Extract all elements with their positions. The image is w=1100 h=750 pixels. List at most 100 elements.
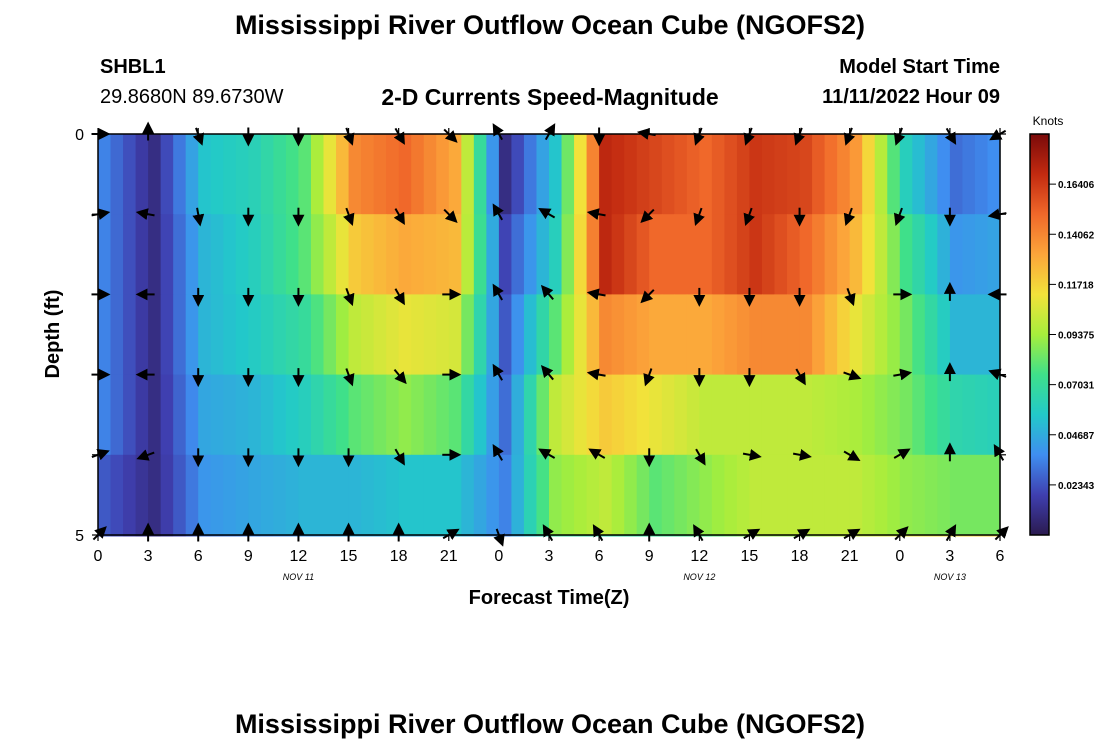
heatmap-cell [223, 374, 237, 456]
heatmap-cell [561, 134, 575, 215]
heatmap-cell [423, 134, 437, 215]
heatmap-cell [398, 214, 412, 295]
heatmap-cell [761, 134, 776, 215]
heatmap-cell [912, 374, 926, 456]
heatmap-cell [874, 214, 888, 295]
heatmap-cell [899, 134, 913, 215]
heatmap-cell [148, 214, 162, 295]
heatmap-cell [636, 374, 650, 456]
heatmap-cell [210, 134, 224, 215]
heatmap-cell [173, 134, 187, 215]
heatmap-cell [611, 374, 625, 456]
heatmap-cell [248, 134, 262, 215]
heatmap-cell [837, 214, 851, 295]
heatmap-cell [173, 214, 187, 295]
heatmap-cell [198, 294, 212, 376]
heatmap-cell [661, 134, 675, 215]
heatmap-cell [761, 374, 776, 456]
heatmap-cell [599, 134, 613, 215]
heatmap-cell [674, 294, 688, 376]
heatmap-cell [398, 374, 412, 456]
heatmap-cell [862, 374, 876, 456]
heatmap-cell [686, 294, 700, 376]
heatmap-cell [574, 294, 588, 376]
current-vector [643, 368, 655, 387]
current-vector [586, 368, 606, 381]
heatmap-cell [173, 294, 187, 376]
heatmap-cell [160, 214, 174, 295]
heatmap-cell [787, 374, 801, 456]
heatmap-cell [837, 294, 851, 376]
heatmap-cell [486, 374, 500, 456]
heatmap-cell [248, 214, 262, 295]
heatmap-cell [699, 454, 713, 536]
x-tick-label: 18 [390, 548, 408, 565]
heatmap-cell [248, 454, 262, 536]
current-vector [640, 289, 655, 304]
heatmap-cell [937, 294, 951, 376]
heatmap-cell [599, 214, 613, 295]
heatmap-cell [636, 134, 650, 215]
heatmap-cell [486, 214, 500, 295]
current-vector [540, 284, 554, 301]
current-vector [393, 208, 405, 226]
heatmap-cell [611, 294, 625, 376]
heatmap-cell [974, 134, 989, 215]
heatmap-cell [749, 454, 763, 536]
axes: 0 3 6 9 12 15 18 21 0 3 6 9 12 15 18 21 0 3 6 NOV 11 NOV 12 N… [75, 127, 1006, 582]
heatmap-cell [937, 214, 951, 295]
heatmap-cell [336, 454, 350, 536]
heatmap-cell [974, 294, 989, 376]
heatmap-cell [724, 374, 738, 456]
heatmap-cell [924, 374, 938, 456]
heatmap-cell [511, 374, 525, 456]
heatmap-cell [210, 294, 224, 376]
heatmap-cell [586, 454, 600, 536]
heatmap-cell [611, 134, 625, 215]
heatmap-cell [235, 374, 249, 456]
heatmap-cell [912, 454, 926, 536]
colorbar-tick-label: 0.16406 [1058, 180, 1095, 191]
heatmap-cell [962, 374, 976, 456]
heatmap-cell [661, 454, 675, 536]
heatmap-cell [974, 214, 989, 295]
heatmap-cell [511, 134, 525, 215]
heatmap-cell [235, 454, 249, 536]
heatmap-cell [148, 134, 162, 215]
heatmap-cell [912, 134, 926, 215]
current-vector [343, 368, 355, 387]
heatmap-cell [824, 294, 838, 376]
heatmap-cell [974, 454, 989, 536]
heatmap-cell [361, 374, 375, 456]
heatmap-cell [210, 214, 224, 295]
current-vector [893, 207, 906, 226]
heatmap-cell [235, 294, 249, 376]
heatmap-cell [586, 214, 600, 295]
heatmap-cell [724, 134, 738, 215]
heatmap-cell [160, 294, 174, 376]
heatmap-cell [260, 294, 274, 376]
heatmap-cell [937, 374, 951, 456]
heatmap-cell [699, 134, 713, 215]
heatmap-cell [185, 374, 199, 456]
heatmap-cell [398, 294, 412, 376]
heatmap-cell [98, 454, 112, 536]
heatmap-cell [761, 214, 776, 295]
heatmap-cell [536, 214, 550, 295]
heatmap-cell [549, 374, 563, 456]
heatmap-cell [160, 374, 174, 456]
x-tick-label: 15 [340, 548, 358, 565]
heatmap-cell [799, 294, 813, 376]
current-vector [843, 449, 861, 462]
heatmap-cell [599, 374, 613, 456]
heatmap-cell [123, 134, 137, 215]
heatmap-cell [135, 134, 149, 215]
heatmap-cell [749, 214, 763, 295]
heatmap-cell [787, 214, 801, 295]
current-vector [586, 208, 606, 221]
heatmap-cell [574, 214, 588, 295]
heatmap-cell [937, 454, 951, 536]
heatmap-cell [148, 454, 162, 536]
station-id: SHBL1 [100, 56, 166, 78]
heatmap-cell [699, 294, 713, 376]
